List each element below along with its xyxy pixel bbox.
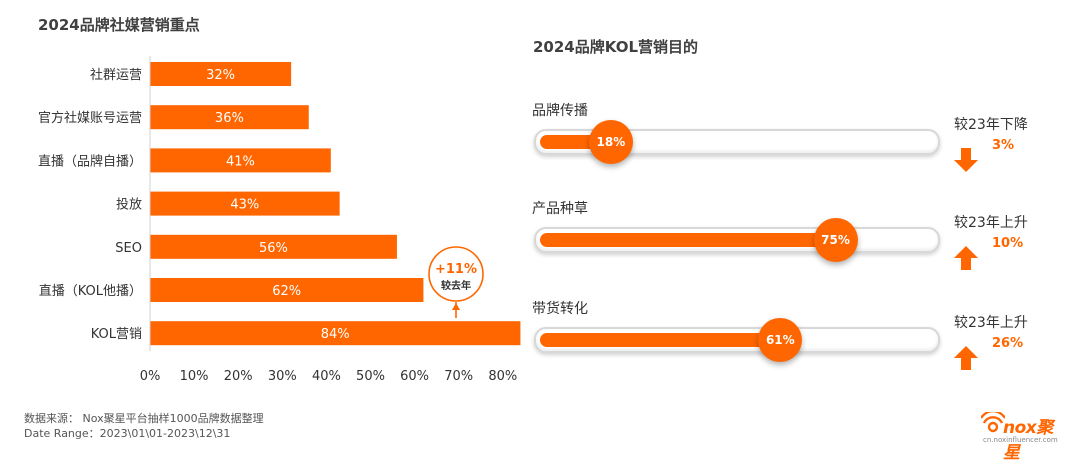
x-tick-label: 50% bbox=[356, 369, 385, 384]
category-label: 投放 bbox=[116, 197, 142, 213]
bar bbox=[150, 234, 397, 259]
x-tick-label: 70% bbox=[444, 369, 473, 384]
category-label: 官方社媒账号运营 bbox=[38, 110, 142, 126]
category-label: 社群运营 bbox=[90, 67, 142, 83]
arrow-up-icon bbox=[954, 346, 978, 370]
x-tick-label: 30% bbox=[268, 369, 297, 384]
arrow-down-icon bbox=[954, 148, 978, 172]
change-value: 3% bbox=[992, 138, 1015, 153]
change-indicator: 较23年下降 3% bbox=[950, 114, 1060, 184]
arrow-up-icon bbox=[954, 246, 978, 270]
left-chart-title: 2024品牌社媒营销重点 bbox=[38, 16, 200, 34]
progress-fill bbox=[540, 233, 836, 247]
kol-goal-label: 品牌传播 bbox=[532, 103, 588, 119]
bar-value-label: 84% bbox=[321, 327, 350, 342]
bar-value-label: 41% bbox=[226, 154, 255, 169]
social-media-bar-chart: 社群运营 32% 官方社媒账号运营 36% 直播（品牌自播） 41% 投放 43% SEO 56%… bbox=[38, 56, 521, 384]
bar bbox=[150, 62, 292, 86]
change-label: 较23年上升 bbox=[954, 315, 1028, 331]
bar-value-label: 32% bbox=[206, 68, 235, 83]
annotation-circle bbox=[428, 246, 484, 302]
x-tick-label: 60% bbox=[400, 369, 429, 384]
progress-value-knob: 61% bbox=[758, 318, 803, 362]
x-tick-label: 20% bbox=[224, 369, 253, 384]
bar bbox=[150, 105, 309, 130]
footer-date-range: Date Range：2023\01\01-2023\12\31 bbox=[24, 427, 231, 440]
category-label: KOL营销 bbox=[91, 327, 142, 342]
change-indicator: 较23年上升 26% bbox=[950, 312, 1060, 382]
kol-goal-row: 带货转化 61% bbox=[532, 298, 952, 368]
change-label: 较23年上升 bbox=[954, 215, 1028, 231]
progress-track: 61% bbox=[534, 318, 940, 362]
bar-value-label: 62% bbox=[272, 284, 301, 299]
x-tick-label: 0% bbox=[140, 369, 161, 384]
kol-goal-label: 带货转化 bbox=[532, 301, 588, 317]
bar bbox=[150, 148, 331, 173]
category-label: SEO bbox=[115, 241, 142, 256]
bar bbox=[150, 321, 521, 346]
annotation-arrow-head bbox=[452, 303, 460, 310]
category-label: 直播（KOL他播） bbox=[39, 284, 142, 299]
progress-value-knob: 18% bbox=[588, 120, 633, 164]
nox-logo: nox聚星 cn.noxinfluencer.com bbox=[980, 410, 1061, 463]
kol-goal-label: 产品种草 bbox=[532, 201, 588, 217]
bar-value-label: 56% bbox=[259, 241, 288, 256]
x-tick-label: 40% bbox=[312, 369, 341, 384]
annotation-value: +11% bbox=[435, 262, 477, 277]
kol-goal-row: 品牌传播 18% bbox=[532, 100, 952, 170]
bar bbox=[150, 191, 340, 216]
bar-value-label: 43% bbox=[230, 198, 259, 213]
change-value: 10% bbox=[992, 236, 1024, 251]
annotation-label: 较去年 bbox=[441, 279, 471, 292]
change-value: 26% bbox=[992, 336, 1024, 351]
category-label: 直播（品牌自播） bbox=[38, 153, 142, 169]
progress-value-knob: 75% bbox=[813, 218, 858, 262]
logo-url: cn.noxinfluencer.com bbox=[983, 436, 1058, 444]
bar bbox=[150, 278, 424, 302]
right-chart-title: 2024品牌KOL营销目的 bbox=[533, 38, 699, 56]
footer-source: 数据来源： Nox聚星平台抽样1000品牌数据整理 bbox=[24, 412, 264, 425]
kol-goal-row: 产品种草 75% bbox=[532, 198, 952, 268]
progress-fill bbox=[540, 333, 781, 347]
progress-track: 18% bbox=[534, 120, 940, 164]
change-indicator: 较23年上升 10% bbox=[950, 212, 1060, 282]
progress-track: 75% bbox=[534, 218, 940, 262]
logo-wifi-icon bbox=[980, 410, 1006, 433]
bar-value-label: 36% bbox=[215, 111, 244, 126]
change-label: 较23年下降 bbox=[954, 117, 1028, 133]
x-tick-label: 10% bbox=[180, 369, 209, 384]
x-tick-label: 80% bbox=[488, 369, 517, 384]
